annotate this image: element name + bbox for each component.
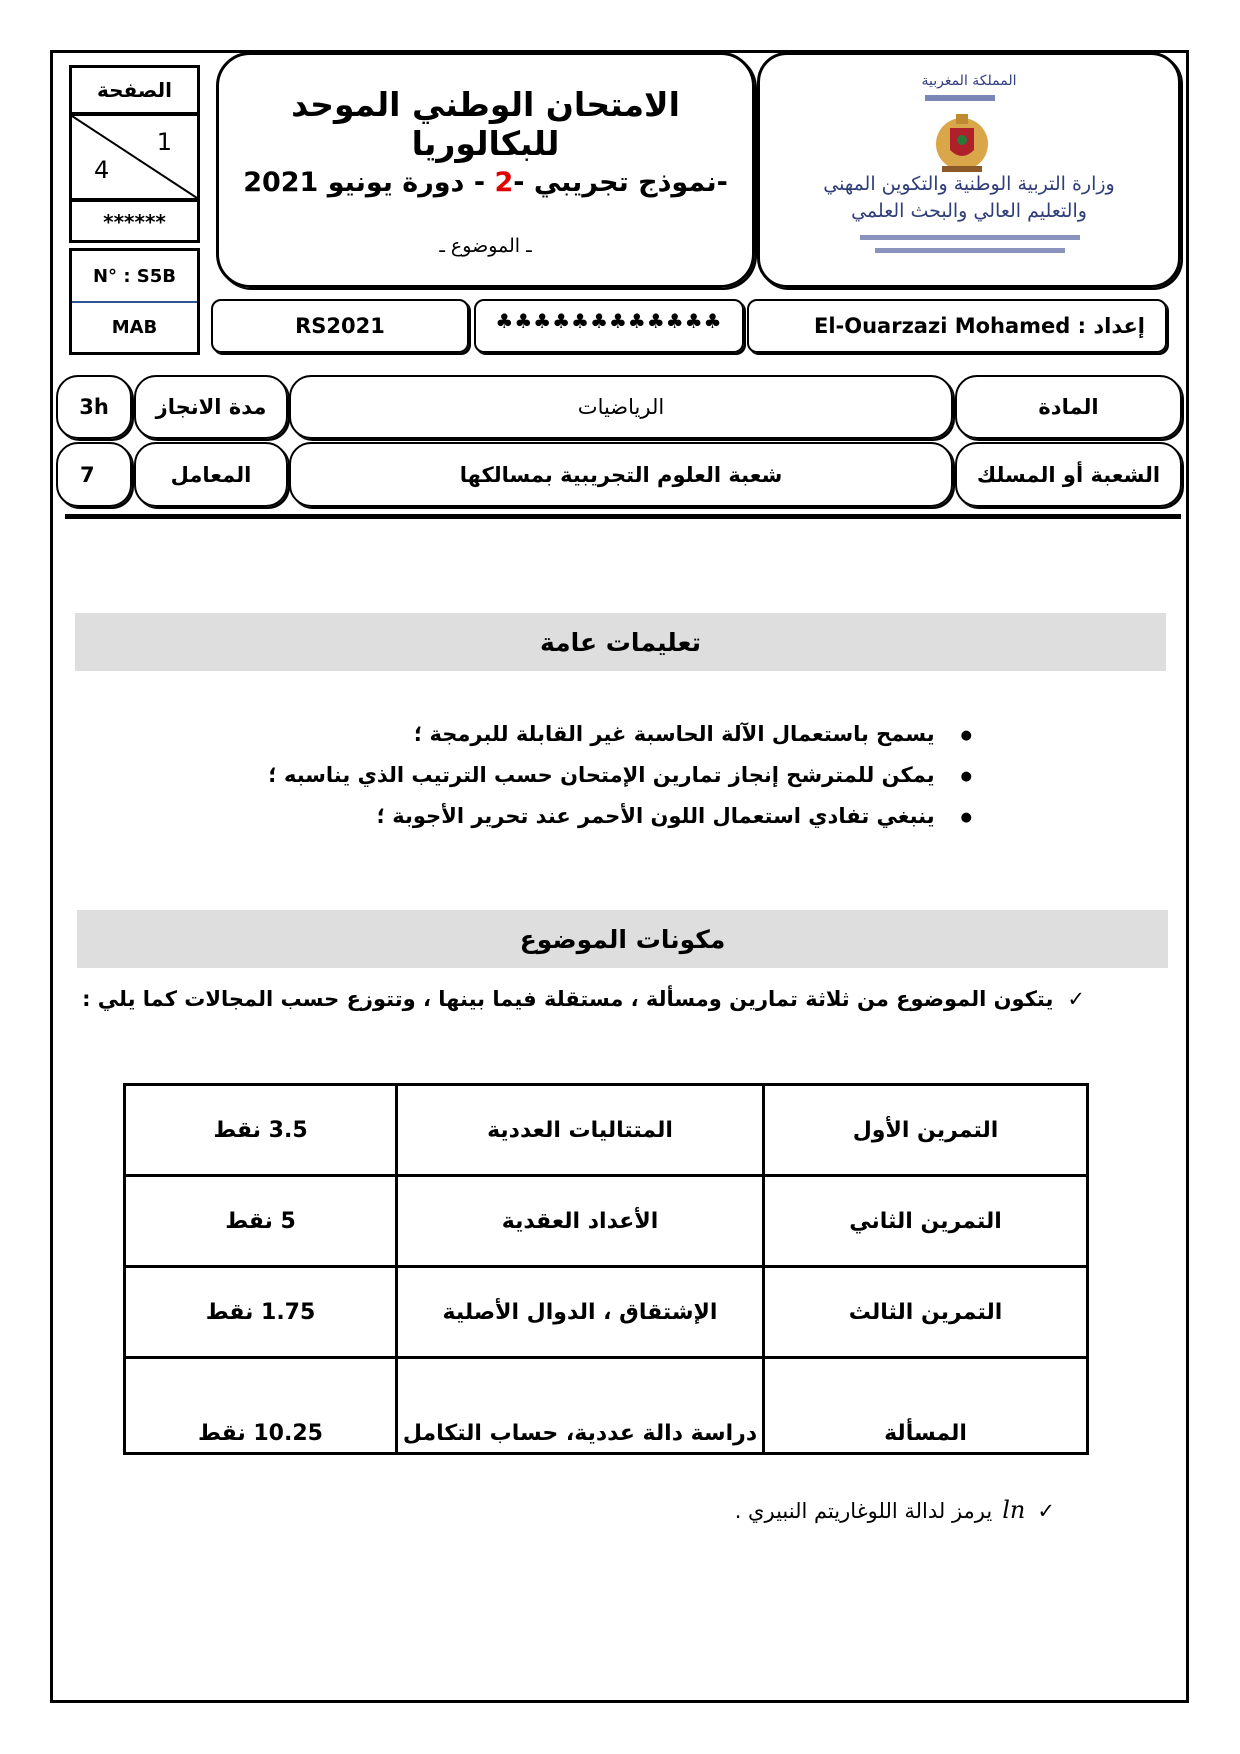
instructions-header: تعليمات عامة [75,613,1166,671]
subtitle-suffix: - دورة يونيو 2021 [243,167,495,198]
table-row: التمرين الثالث الإشتقاق ، الدوال الأصلية… [123,1265,1089,1359]
code-box: N° : S5B MAB [69,248,200,355]
tifinagh-line [860,235,1080,240]
points-cell: 1.75 نقط [123,1265,398,1359]
points-cell: 10.25 نقط [123,1356,398,1455]
title-box: الامتحان الوطني الموحد للبكالوريا -نموذج… [216,52,755,288]
stars-short: ****** [103,210,166,234]
exam-title: الامتحان الوطني الموحد للبكالوريا [291,85,680,163]
exam-number: N° : S5B [72,251,197,303]
topic-cell: الأعداد العقدية [395,1174,765,1268]
diagonal-line [72,116,197,198]
subtitle-number: 2 [494,167,514,198]
page-number-box: الصفحة 1 4 ****** [69,65,200,243]
author-box: إعداد : El-Ouarzazi Mohamed [747,299,1167,353]
ln-note: ✓ ln يرمز لدالة اللوغاريتم النبيري . [735,1496,1055,1524]
kingdom-label: المملكة المغربية [921,73,1017,89]
table-row: المسألة دراسة دالة عددية، حساب التكامل 1… [123,1356,1089,1455]
table-row: التمرين الثاني الأعداد العقدية 5 نقط [123,1174,1089,1268]
coefficient-value: 7 [56,442,132,507]
components-header: مكونات الموضوع [77,910,1168,968]
intro-text: يتكون الموضوع من ثلاثة تمارين ومسألة ، م… [82,987,1054,1011]
ministry-logo-box: المملكة المغربية وزارة التربية الوطنية و… [757,52,1181,288]
page-fraction: 1 4 [72,116,197,202]
exercise-cell: التمرين الأول [762,1083,1089,1177]
exercise-cell: التمرين الثاني [762,1174,1089,1268]
ministry-line-1: وزارة التربية الوطنية والتكوين المهني [823,173,1115,195]
tifinagh-line [875,248,1065,253]
exercise-cell: التمرين الثالث [762,1265,1089,1359]
divider [65,514,1181,519]
branch-label: الشعبة أو المسلك [955,442,1182,507]
page-current: 1 [156,128,172,156]
ministry-line-2: والتعليم العالي والبحث العلمي [851,200,1087,222]
subject-label: ـ الموضوع ـ [439,235,532,257]
exam-code: MAB [111,316,158,338]
stars-long: ♣♣♣♣♣♣♣♣♣♣♣♣ [474,299,744,353]
subject-field-label: المادة [955,375,1182,439]
components-table: التمرين الأول المتتاليات العددية 3.5 نقط… [123,1083,1089,1455]
page-total: 4 [94,156,110,184]
note-text: يرمز لدالة اللوغاريتم النبيري . [734,1499,993,1523]
instruction-item: يمكن للمترشح إنجاز تمارين الإمتحان حسب ا… [268,763,972,787]
topic-cell: دراسة دالة عددية، حساب التكامل [395,1356,765,1455]
coat-of-arms-icon [936,114,988,172]
check-icon: ✓ [1067,987,1085,1011]
points-cell: 5 نقط [123,1174,398,1268]
topic-cell: الإشتقاق ، الدوال الأصلية [395,1265,765,1359]
tifinagh-line [925,95,995,101]
ln-symbol: ln [1002,1496,1026,1524]
page-border [50,50,1189,1703]
page-label: الصفحة [72,68,197,116]
subject-value: الرياضيات [289,375,953,439]
instruction-item: يسمح باستعمال الآلة الحاسبة غير القابلة … [414,722,972,746]
points-cell: 3.5 نقط [123,1083,398,1177]
components-intro: ✓ يتكون الموضوع من ثلاثة تمارين ومسألة ، … [82,987,1085,1011]
duration-value: 3h [56,375,132,439]
subtitle-prefix: -نموذج تجريبي - [513,167,728,198]
topic-cell: المتتاليات العددية [395,1083,765,1177]
duration-label: مدة الانجاز [134,375,288,439]
coefficient-label: المعامل [134,442,288,507]
exam-subtitle: -نموذج تجريبي -2 - دورة يونيو 2021 [219,167,752,198]
instruction-item: ينبغي تفادي استعمال اللون الأحمر عند تحر… [377,804,972,828]
reference-box: RS2021 [211,299,469,353]
check-icon: ✓ [1037,1499,1055,1523]
branch-value: شعبة العلوم التجريبية بمسالكها [289,442,953,507]
exercise-cell: المسألة [762,1356,1089,1455]
table-row: التمرين الأول المتتاليات العددية 3.5 نقط [123,1083,1089,1177]
